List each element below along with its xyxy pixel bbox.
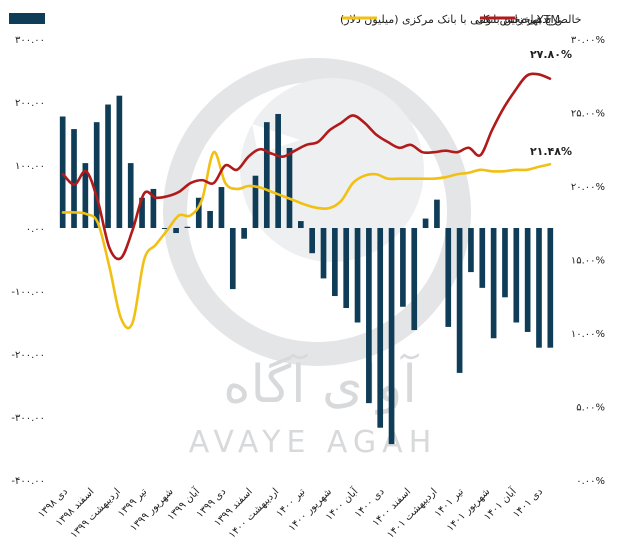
watermark-disc bbox=[240, 78, 424, 262]
bar bbox=[343, 228, 350, 309]
bar bbox=[422, 218, 429, 228]
bar bbox=[309, 228, 316, 254]
bar bbox=[456, 228, 463, 373]
left-tick-label: ۳۰۰.۰۰ bbox=[15, 35, 45, 46]
bar-series bbox=[59, 95, 554, 445]
bar bbox=[547, 228, 554, 348]
bar bbox=[116, 95, 123, 228]
interbank-end-label: ۲۱.۴۸% bbox=[530, 145, 572, 158]
legend-label-interbank: نرخ بهره بین بانکی bbox=[475, 13, 561, 26]
bar bbox=[366, 228, 372, 404]
right-tick-label: ۲۰.۰۰% bbox=[571, 182, 605, 193]
bar bbox=[354, 228, 361, 323]
bar bbox=[82, 163, 89, 228]
interbank-line bbox=[61, 150, 552, 330]
bar bbox=[161, 228, 168, 229]
bar bbox=[286, 147, 293, 228]
left-tick-label: -۲۰۰.۰۰ bbox=[11, 350, 45, 361]
bar bbox=[320, 228, 327, 279]
bar bbox=[411, 228, 418, 331]
bar bbox=[150, 188, 157, 228]
bar bbox=[184, 226, 191, 228]
left-axis: ۳۰۰.۰۰ ۲۰۰.۰۰ ۱۰۰.۰۰ ۰.۰۰ -۱۰۰.۰۰ -۲۰۰.۰۰ -۳۰۰… bbox=[11, 35, 45, 487]
bar bbox=[524, 228, 531, 332]
watermark-ring bbox=[163, 58, 471, 366]
bar bbox=[173, 228, 179, 234]
line-series bbox=[61, 72, 552, 330]
bar bbox=[400, 228, 406, 307]
bar bbox=[434, 199, 440, 228]
bar bbox=[513, 228, 520, 323]
bar bbox=[252, 175, 259, 228]
watermark-persian-text: آوای آگاه bbox=[223, 352, 419, 415]
bar bbox=[218, 187, 225, 228]
ytm-line bbox=[61, 72, 552, 261]
right-tick-label: ۱۰.۰۰% bbox=[571, 329, 605, 340]
legend-label-ytm: اخزا YTM bbox=[515, 13, 560, 26]
right-tick-label: ۳۰.۰۰% bbox=[571, 35, 605, 46]
bar bbox=[275, 113, 281, 228]
left-tick-label: -۴۰۰.۰۰ bbox=[11, 476, 45, 487]
left-tick-label: -۱۰۰.۰۰ bbox=[11, 287, 45, 298]
legend-swatch-bars bbox=[9, 13, 45, 24]
x-tick-label: دی ۱۴۰۱ bbox=[511, 486, 545, 520]
bar bbox=[445, 228, 452, 327]
right-tick-label: ۵.۰۰% bbox=[576, 403, 605, 414]
legend-label-bars: خالص بدهی بخش دولتی با بانک مرکزی (میلیو… bbox=[340, 13, 582, 26]
bar bbox=[93, 122, 100, 228]
bar bbox=[479, 228, 486, 288]
bar bbox=[127, 163, 134, 228]
bar bbox=[59, 116, 66, 228]
watermark-english-text: AVAYE AGAH bbox=[189, 425, 438, 460]
bar bbox=[377, 228, 384, 428]
bar bbox=[229, 228, 236, 290]
bar bbox=[139, 197, 145, 228]
right-tick-label: ۲۵.۰۰% bbox=[571, 109, 605, 120]
right-tick-label: ۰.۰۰% bbox=[576, 476, 605, 487]
bar bbox=[297, 221, 304, 228]
bar bbox=[332, 228, 338, 297]
bar bbox=[241, 228, 247, 239]
bar bbox=[207, 210, 213, 228]
bar bbox=[468, 228, 474, 273]
bar bbox=[105, 104, 111, 228]
left-tick-label: ۲۰۰.۰۰ bbox=[15, 98, 45, 109]
left-tick-label: ۱۰۰.۰۰ bbox=[15, 161, 45, 172]
bar bbox=[536, 228, 542, 348]
right-axis: ۳۰.۰۰% ۲۵.۰۰% ۲۰.۰۰% ۱۵.۰۰% ۱۰.۰۰% ۵.۰۰% ۰.۰۰% bbox=[571, 35, 605, 487]
bar bbox=[502, 228, 508, 298]
bar bbox=[490, 228, 497, 339]
bar bbox=[71, 129, 77, 228]
bar bbox=[195, 197, 202, 228]
bar bbox=[263, 122, 270, 228]
watermark: آوای آگاه AVAYE AGAH bbox=[163, 58, 471, 460]
right-tick-label: ۱۵.۰۰% bbox=[571, 256, 605, 267]
left-tick-label: ۰.۰۰ bbox=[26, 224, 45, 235]
ytm-end-label: ۲۷.۸۰% bbox=[530, 48, 572, 61]
left-tick-label: -۳۰۰.۰۰ bbox=[11, 413, 45, 424]
legend: خالص بدهی بخش دولتی با بانک مرکزی (میلیو… bbox=[9, 13, 582, 26]
bar bbox=[388, 228, 395, 445]
